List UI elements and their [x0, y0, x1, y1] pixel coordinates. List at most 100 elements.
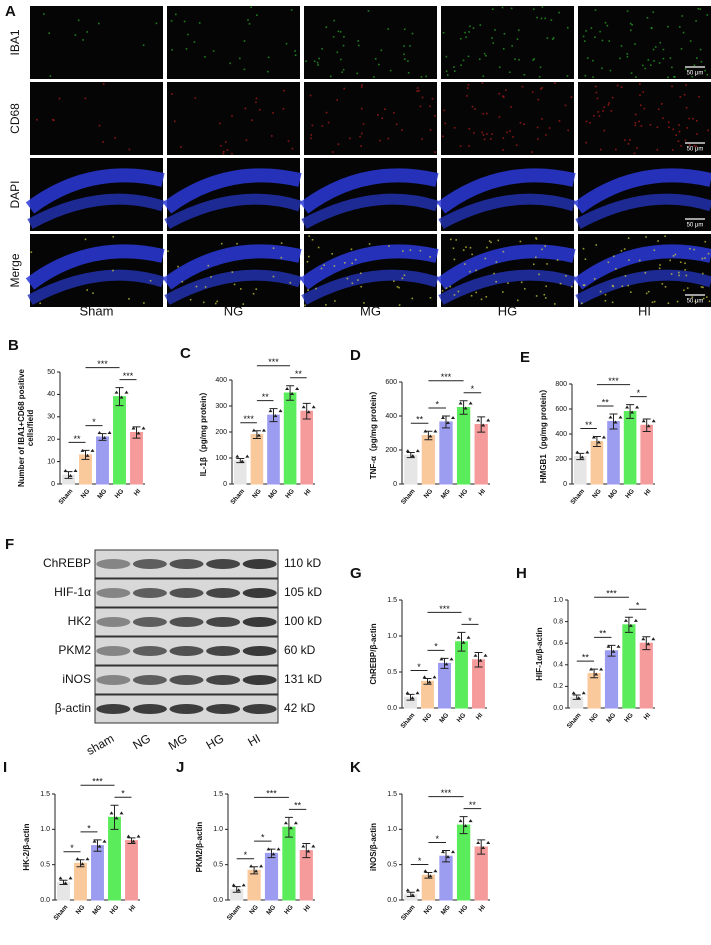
significance-label: ** — [469, 800, 477, 810]
signal-dot — [662, 117, 664, 120]
signal-dot — [535, 256, 537, 259]
signal-dot — [602, 110, 604, 112]
bar — [247, 869, 261, 901]
signal-dot — [244, 107, 247, 110]
signal-dot — [465, 246, 467, 248]
bar — [640, 424, 654, 485]
signal-dot — [317, 246, 320, 249]
signal-dot — [612, 285, 615, 288]
y-tick-label: 300 — [215, 403, 227, 410]
protein-label: β-actin — [55, 701, 91, 715]
signal-dot — [595, 91, 598, 94]
lane-label: HG — [204, 731, 227, 752]
bar — [456, 407, 471, 485]
bar — [421, 680, 434, 709]
signal-dot — [112, 269, 114, 272]
signal-dot — [598, 115, 601, 117]
data-point — [473, 653, 478, 657]
signal-dot — [271, 135, 273, 137]
data-point — [630, 410, 635, 414]
x-tick-label: NG — [248, 904, 260, 916]
signal-dot — [678, 124, 680, 126]
x-tick-label: NG — [423, 488, 435, 500]
data-point — [288, 826, 293, 830]
signal-dot — [231, 152, 233, 155]
signal-dot — [315, 287, 317, 290]
error-bar — [442, 415, 450, 429]
data-point — [268, 409, 273, 413]
signal-dot — [503, 96, 505, 99]
signal-dot — [544, 245, 547, 247]
bar — [607, 421, 620, 485]
signal-dot — [491, 8, 494, 10]
signal-dot — [339, 31, 342, 33]
data-point — [415, 691, 420, 695]
row-label: DAPI — [8, 180, 22, 208]
signal-dot — [620, 250, 623, 252]
significance-label: ** — [599, 629, 607, 639]
signal-dot — [214, 302, 217, 305]
signal-dot — [519, 122, 522, 124]
x-tick-label: Sham — [569, 488, 586, 506]
signal-dot — [523, 73, 526, 76]
signal-dot — [649, 64, 652, 66]
signal-dot — [524, 288, 526, 290]
dapi-band — [436, 168, 576, 214]
signal-dot — [236, 242, 238, 245]
x-tick-label: HG — [284, 488, 296, 500]
signal-dot — [623, 248, 626, 250]
signal-dot — [411, 32, 414, 35]
signal-dot — [671, 85, 673, 88]
panel-letter: K — [350, 759, 361, 776]
signal-dot — [611, 301, 614, 304]
signal-dot — [183, 20, 186, 23]
signal-dot — [354, 258, 357, 261]
y-axis-label: ChREBP/β-actin — [369, 623, 378, 684]
signal-dot — [204, 56, 206, 58]
signal-dot — [592, 76, 594, 78]
column-label: MG — [360, 303, 381, 318]
signal-dot — [381, 117, 384, 120]
signal-dot — [304, 304, 306, 307]
signal-dot — [486, 246, 488, 249]
blot-band — [242, 646, 277, 656]
data-point — [476, 841, 481, 844]
signal-dot — [616, 84, 619, 87]
data-point — [80, 862, 85, 866]
signal-dot — [502, 250, 505, 253]
data-point — [85, 453, 90, 457]
signal-dot — [425, 75, 427, 78]
data-point — [301, 405, 306, 409]
signal-dot — [594, 9, 597, 11]
panel-letter: C — [180, 345, 191, 362]
signal-dot — [498, 66, 501, 69]
signal-dot — [471, 253, 473, 256]
dapi-band — [301, 193, 439, 229]
significance-label: *** — [92, 777, 103, 787]
signal-dot — [250, 6, 252, 9]
x-tick-label: HG — [114, 488, 126, 500]
signal-dot — [702, 286, 704, 289]
data-point — [293, 821, 298, 825]
data-point — [92, 839, 97, 843]
signal-dot — [604, 21, 607, 24]
data-point — [405, 691, 410, 695]
data-point — [463, 824, 468, 828]
data-point — [616, 644, 621, 648]
signal-dot — [421, 138, 423, 140]
x-tick-label: Sham — [400, 712, 417, 730]
signal-dot — [488, 240, 491, 242]
signal-dot — [508, 71, 511, 74]
signal-dot — [362, 123, 365, 125]
signal-dot — [627, 237, 630, 239]
error-bar — [132, 426, 141, 439]
data-point — [235, 454, 240, 458]
signal-dot — [556, 259, 559, 261]
data-point — [415, 888, 420, 892]
signal-dot — [478, 58, 481, 60]
signal-dot — [420, 76, 423, 78]
signal-dot — [484, 257, 487, 260]
micrograph — [441, 82, 574, 155]
signal-dot — [226, 149, 229, 151]
signal-dot — [645, 292, 648, 295]
